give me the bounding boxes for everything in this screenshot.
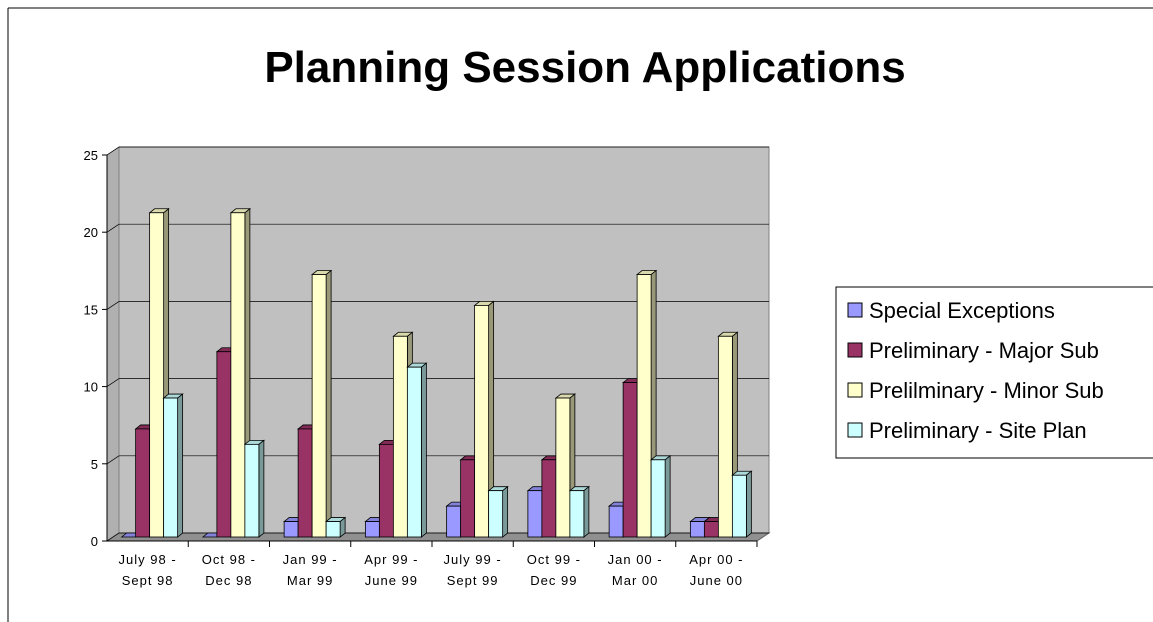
- bar-front: [392, 335, 408, 538]
- grid-line-side: [106, 378, 120, 387]
- x-tick-label: Oct 99 - Dec 99: [526, 552, 581, 588]
- y-tick-label: 25: [84, 148, 98, 163]
- bar-side: [745, 470, 752, 538]
- bar: [649, 454, 672, 538]
- bar-front: [622, 382, 638, 538]
- bar-front: [689, 521, 705, 538]
- legend-label: Prelilminary - Minor Sub: [869, 378, 1104, 403]
- legend-box: [835, 286, 1153, 459]
- bar-front: [378, 443, 394, 538]
- bar: [162, 393, 184, 538]
- y-tick-label: 5: [91, 457, 98, 472]
- y-tick-label: 0: [91, 534, 98, 549]
- legend-swatch: [847, 382, 863, 398]
- bar-front: [731, 474, 747, 538]
- bar-front: [555, 397, 571, 538]
- bar-front: [325, 521, 341, 538]
- bar-front: [541, 459, 557, 538]
- bar: [310, 269, 333, 538]
- bar-front: [297, 428, 313, 538]
- bar-front: [283, 521, 299, 538]
- bar: [487, 485, 509, 538]
- y-tick-label: 20: [84, 225, 98, 240]
- bar-side: [325, 269, 332, 538]
- bar-front: [364, 521, 380, 538]
- chart-title: Planning Session Applications: [264, 43, 905, 92]
- bar-side: [664, 454, 671, 538]
- bar-side: [420, 362, 427, 538]
- bar-side: [583, 485, 590, 538]
- bar-front: [569, 490, 585, 538]
- bar-front: [527, 490, 543, 538]
- bar: [406, 362, 428, 538]
- bar-front: [636, 274, 652, 538]
- x-tick-label: July 99 - Sept 99: [443, 552, 502, 588]
- y-tick-label: 10: [84, 380, 98, 395]
- bar-front: [717, 335, 733, 538]
- bar: [324, 516, 347, 538]
- bar: [731, 470, 753, 538]
- bar-front: [406, 366, 422, 538]
- bar-front: [216, 351, 232, 538]
- y-tick-label: 15: [84, 302, 98, 317]
- bar-front: [488, 490, 504, 538]
- bar-front: [474, 304, 490, 538]
- grid-line-side: [106, 532, 120, 542]
- legend-swatch: [847, 342, 863, 358]
- bar-front: [460, 459, 476, 538]
- bar-front: [163, 397, 179, 538]
- legend-swatch: [847, 422, 863, 438]
- bar-front: [608, 505, 624, 538]
- bar-side: [339, 516, 346, 538]
- bar-front: [135, 428, 151, 538]
- x-tick-label: Oct 98 - Dec 98: [201, 552, 256, 588]
- grid-line-side: [106, 301, 120, 310]
- bar-side: [258, 439, 265, 538]
- x-tick-label: Apr 99 - June 99: [364, 552, 419, 588]
- bar-front: [244, 443, 260, 538]
- grid-line-side: [106, 223, 120, 233]
- bar-front: [149, 212, 165, 538]
- bar: [568, 485, 591, 538]
- x-tick-label: Jan 00 - Mar 00: [607, 552, 663, 588]
- legend-swatch: [847, 302, 863, 318]
- legend-label: Preliminary - Major Sub: [869, 338, 1099, 363]
- grid-line-side: [106, 455, 120, 465]
- side-wall: [106, 146, 120, 542]
- x-tick-label: July 98 - Sept 98: [118, 552, 177, 588]
- x-tick-label: Apr 00 - June 00: [689, 552, 744, 588]
- bar-front: [703, 521, 719, 538]
- bar: [473, 300, 495, 538]
- legend-label: Special Exceptions: [869, 298, 1055, 323]
- bar-front: [650, 459, 666, 538]
- bar-front: [230, 212, 246, 538]
- bar-front: [446, 505, 462, 538]
- x-tick-label: Jan 99 - Mar 99: [282, 552, 338, 588]
- grid-line-side: [106, 146, 120, 156]
- bar-side: [502, 485, 509, 538]
- legend-label: Preliminary - Site Plan: [869, 418, 1087, 443]
- bar-side: [177, 393, 184, 538]
- bar: [243, 439, 266, 538]
- bar-front: [311, 274, 327, 538]
